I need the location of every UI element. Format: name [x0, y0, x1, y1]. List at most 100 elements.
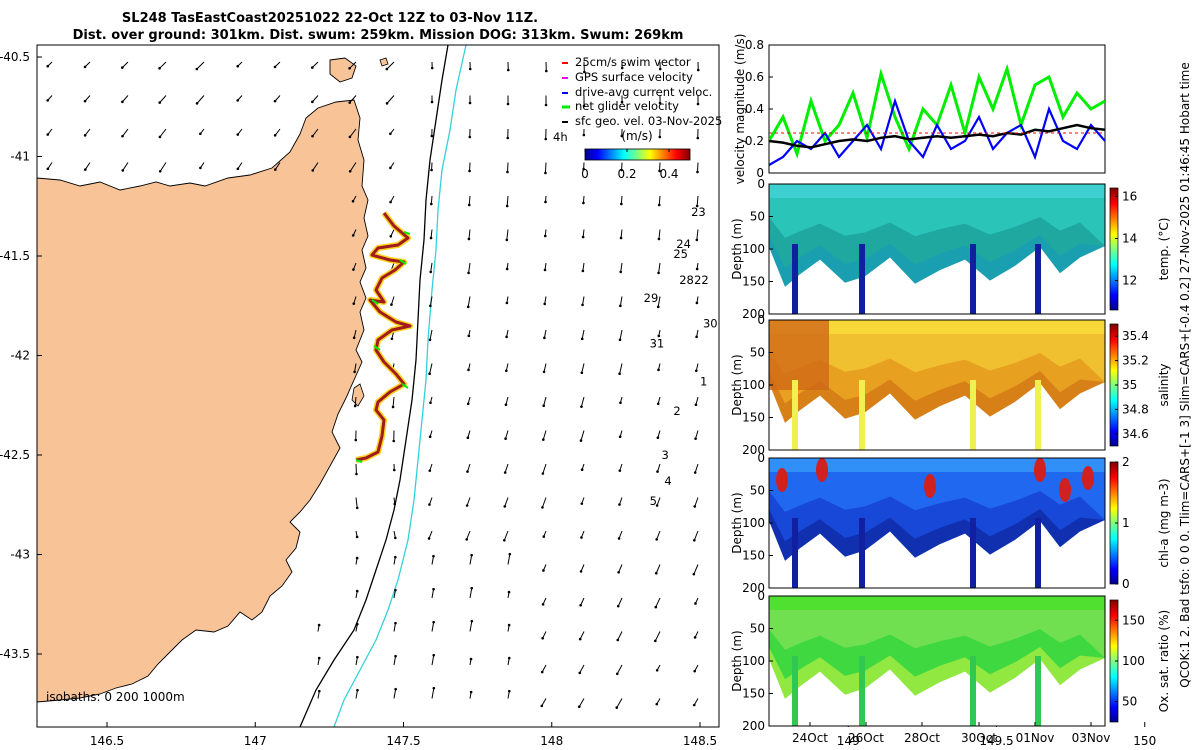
- velocity-arrow: [355, 690, 358, 699]
- chla-bloom-patch: [924, 474, 936, 498]
- velocity-arrow-head: [355, 506, 359, 510]
- oxygen-layer-upper: [769, 596, 1105, 658]
- velocity-arrow-head: [470, 586, 474, 590]
- velocity-arrow-head: [579, 439, 583, 442]
- legend-dac: drive-avg current veloc.: [575, 85, 712, 99]
- day-label: 4: [664, 474, 671, 488]
- velocity-arrow-head: [195, 102, 199, 105]
- velocity-arrow-head: [655, 702, 659, 706]
- oxygen-deep-dive: [859, 656, 865, 726]
- chla-bloom-patch: [1034, 458, 1046, 482]
- velocity-arrow-head: [394, 555, 397, 559]
- small-island: [379, 57, 389, 67]
- velocity-arrow-head: [695, 238, 699, 242]
- velocity-arrow-head: [121, 134, 124, 138]
- velocity-arrow: [392, 396, 395, 408]
- velocity-arrow-head: [504, 437, 507, 440]
- velocity-arrow-head: [540, 704, 544, 708]
- colorbar-tick-label: 0.4: [659, 167, 678, 181]
- velocity-arrow: [620, 229, 623, 239]
- velocity-arrow: [579, 664, 585, 674]
- velocity-arrow: [274, 128, 281, 136]
- temp-depth-label: 50: [750, 210, 765, 224]
- velocity-arrow-head: [394, 654, 397, 658]
- velocity-arrow-head: [656, 402, 660, 406]
- velocity-arrow: [311, 61, 319, 68]
- velocity-arrow-head: [696, 68, 700, 72]
- velocity-arrow: [506, 162, 509, 173]
- velocity-arrow: [617, 631, 623, 641]
- velocity-arrow: [542, 463, 547, 474]
- velocity-arrow: [658, 262, 661, 273]
- velocity-arrow-head: [694, 403, 698, 407]
- velocity-arrow: [619, 363, 623, 374]
- temp-deep-dive: [859, 244, 865, 314]
- velocity-arrow: [431, 556, 434, 565]
- velocity-series: [769, 63, 1105, 166]
- colorbar-tick-label: 0.2: [617, 167, 636, 181]
- map-ytick-label: -43.5: [0, 647, 30, 661]
- velocity-arrow: [312, 128, 319, 137]
- velocity-arrow-head: [311, 134, 314, 138]
- velocity-arrow-head: [696, 170, 699, 174]
- velocity-arrow-head: [394, 687, 397, 691]
- velocity-arrow-head: [505, 204, 509, 208]
- velocity-arrow-head: [158, 67, 161, 70]
- velocity-arrow: [693, 564, 699, 575]
- velocity-arrow: [541, 698, 547, 707]
- day-label: 30: [703, 317, 718, 331]
- velocity-arrow-head: [389, 234, 393, 238]
- velocity-arrow: [616, 664, 623, 675]
- salinity-deep-dive: [859, 380, 865, 450]
- velocity-arrow: [312, 162, 319, 171]
- velocity-arrow-head: [467, 237, 471, 241]
- velocity-arrow: [431, 622, 435, 632]
- velocity-arrow-head: [392, 468, 396, 472]
- map-xtick-label: 146.5: [90, 734, 124, 748]
- temp-panel: 0 50 100 150 200 Depth (m) 12 14 16 temp. (°C): [730, 177, 1171, 321]
- velocity-arrow-head: [506, 170, 509, 174]
- chla-deep-dive: [1035, 518, 1041, 588]
- salinity-depth-label: 150: [742, 411, 765, 425]
- velocity-arrow-head: [618, 372, 621, 376]
- velocity-arrow: [507, 554, 511, 565]
- salinity-panel: 0 50 100 150 200 Depth (m) 34.6 34.8 35 35.2 35.4 s…: [730, 313, 1171, 457]
- side-label: QCOK:1 2. Bad tsfo: 0 0 0. Tlim=CARS+[-1…: [1178, 62, 1192, 688]
- time-tick-label: 28Oct: [904, 731, 940, 745]
- velocity-arrow-head: [693, 505, 697, 508]
- temp-depth-label: 150: [742, 275, 765, 289]
- salinity-depth-label: 200: [742, 443, 765, 457]
- velocity-arrow-head: [654, 605, 658, 609]
- temp-cb-label: 16: [1122, 189, 1137, 203]
- velocity-arrow-head: [503, 471, 507, 474]
- velocity-arrow-head: [544, 171, 547, 175]
- velocity-ytick-label: 0.8: [745, 38, 764, 52]
- velocity-arrow-head: [657, 368, 660, 372]
- velocity-arrow-head: [429, 401, 432, 405]
- velocity-arrow-head: [619, 304, 622, 308]
- salinity-cb-label: 35: [1122, 378, 1137, 392]
- velocity-arrow: [390, 296, 395, 305]
- velocity-arrow-head: [432, 620, 435, 624]
- glider-track: [355, 212, 412, 462]
- velocity-arrow: [121, 61, 129, 68]
- velocity-arrow-head: [468, 135, 472, 139]
- velocity-arrow: [431, 589, 435, 599]
- day-label: 5: [650, 494, 657, 508]
- velocity-arrow-head: [318, 689, 321, 693]
- velocity-arrow: [693, 530, 699, 541]
- chla-bloom-patch: [1059, 478, 1071, 502]
- velocity-arrow-head: [694, 602, 697, 605]
- velocity-arrow-head: [692, 703, 696, 707]
- velocity-arrow-head: [617, 571, 620, 574]
- day-label: 29: [644, 291, 659, 305]
- chla-depth-label: 0: [757, 451, 765, 465]
- velocity-arrow-head: [543, 234, 547, 238]
- chla-depth-label: 200: [742, 581, 765, 595]
- velocity-arrow: [581, 329, 585, 339]
- map-ytick-label: -41.5: [0, 249, 30, 263]
- chla-deep-dive: [792, 518, 798, 588]
- velocity-arrow-head: [385, 102, 389, 105]
- velocity-arrow-head: [581, 269, 585, 273]
